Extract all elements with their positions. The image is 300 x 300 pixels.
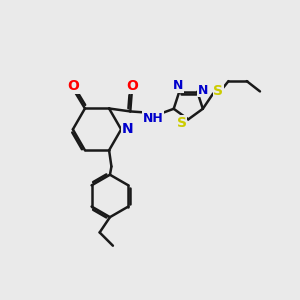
Text: S: S [213, 83, 224, 98]
Text: O: O [126, 80, 138, 93]
Text: O: O [67, 79, 79, 93]
Text: NH: NH [142, 112, 163, 125]
Text: N: N [198, 84, 208, 97]
Text: N: N [122, 122, 134, 136]
Text: S: S [177, 116, 187, 130]
Text: N: N [172, 79, 183, 92]
